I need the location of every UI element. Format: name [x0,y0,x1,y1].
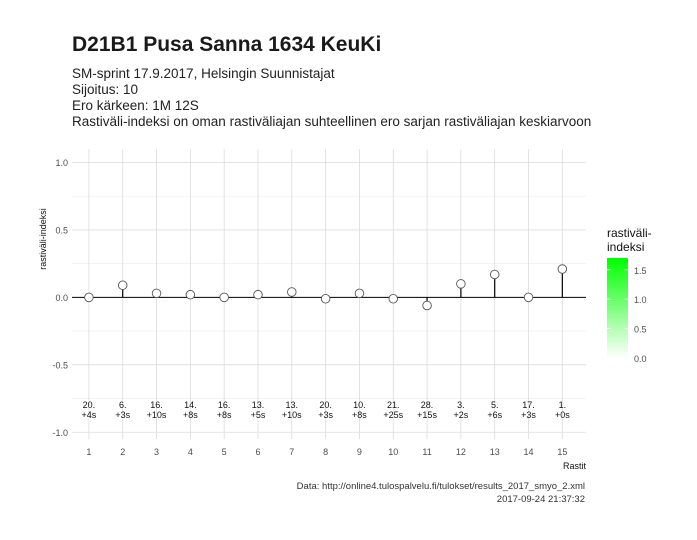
x-tick-label: 9 [357,447,362,457]
data-point [557,264,568,274]
split-rank-label: 10. [353,400,366,410]
y-tick-label: 0.0 [55,293,68,303]
split-rank-label: 20. [83,400,96,410]
y-axis-title: rastiväli-indeksi [38,208,48,270]
y-tick-label: -1.0 [52,428,68,438]
split-diff-label: +8s [183,410,198,420]
split-diff-label: +15s [417,410,437,420]
data-point [219,292,229,303]
split-rank-label: 28. [421,400,434,410]
y-tick-label: 1.0 [55,158,68,168]
split-rank-label: 13. [252,400,265,410]
y-tick-label: -0.5 [52,360,68,370]
y-tick-label: 0.5 [55,225,68,235]
x-tick-label: 12 [456,447,466,457]
x-tick-label: 1 [86,447,91,457]
split-diff-label: +6s [487,410,502,420]
split-diff-label: +4s [82,410,97,420]
x-tick-label: 15 [557,447,567,457]
split-rank-label: 21. [387,400,400,410]
split-diff-label: +3s [115,410,130,420]
data-point [253,289,263,300]
data-point [388,293,399,304]
legend-title-line: rastiväli- [607,226,652,240]
subtitle-index-explanation: Rastiväli-indeksi on oman rastiväliajan … [72,114,592,129]
split-diff-label: +3s [521,410,536,420]
x-tick-label: 13 [490,447,500,457]
split-rank-label: 17. [522,400,535,410]
split-rank-label: 16. [218,400,231,410]
split-rank-label: 1. [559,400,567,410]
data-point [185,289,196,300]
data-point [320,293,331,304]
legend-tick-label: 0.0 [634,354,647,364]
legend-title-line: indeksi [607,240,644,254]
data-point [523,292,534,303]
legend-tick-label: 0.5 [634,325,647,335]
legend-colorbar [607,258,628,358]
split-diff-label: +8s [217,410,232,420]
x-tick-label: 5 [222,447,227,457]
split-rank-label: 14. [184,400,197,410]
x-tick-label: 8 [323,447,328,457]
split-diff-label: +10s [282,410,302,420]
split-diff-label: +10s [147,410,167,420]
data-point [489,269,500,280]
data-point [84,292,94,303]
legend-tick-label: 1.0 [634,295,647,305]
data-point [354,288,365,299]
split-diff-label: +5s [251,410,266,420]
split-rank-label: 5. [491,400,499,410]
timestamp-caption: 2017-09-24 21:37:32 [496,494,585,505]
x-tick-label: 3 [154,447,159,457]
x-tick-label: 6 [255,447,260,457]
data-source-caption: Data: http://online4.tulospalvelu.fi/tul… [296,481,585,492]
split-rank-label: 6. [119,400,127,410]
data-point [151,288,162,299]
split-diff-label: +25s [383,410,403,420]
subtitle-gap-to-leader: Ero kärkeen: 1M 12S [72,98,199,113]
chart-title: D21B1 Pusa Sanna 1634 KeuKi [72,33,382,56]
data-point [287,287,297,297]
split-diff-label: +8s [352,410,367,420]
split-rank-label: 13. [286,400,299,410]
x-tick-label: 4 [188,447,193,457]
data-point [422,300,432,311]
split-diff-label: +3s [318,410,333,420]
split-diff-label: +2s [453,410,468,420]
data-point [117,280,128,290]
split-rank-label: 20. [319,400,332,410]
x-tick-label: 11 [422,447,431,457]
x-tick-label: 7 [289,447,294,457]
split-diff-label: +0s [555,410,570,420]
legend-tick-label: 1.5 [634,266,647,276]
x-axis-title: Rastit [563,461,587,471]
data-point [456,279,466,289]
x-tick-label: 2 [120,447,125,457]
split-rank-label: 3. [457,400,465,410]
split-rank-label: 16. [150,400,163,410]
x-tick-label: 10 [388,447,398,457]
x-tick-label: 14 [524,447,534,457]
subtitle-placing: Sijoitus: 10 [72,82,139,97]
subtitle-event: SM-sprint 17.9.2017, Helsingin Suunnista… [72,66,335,81]
